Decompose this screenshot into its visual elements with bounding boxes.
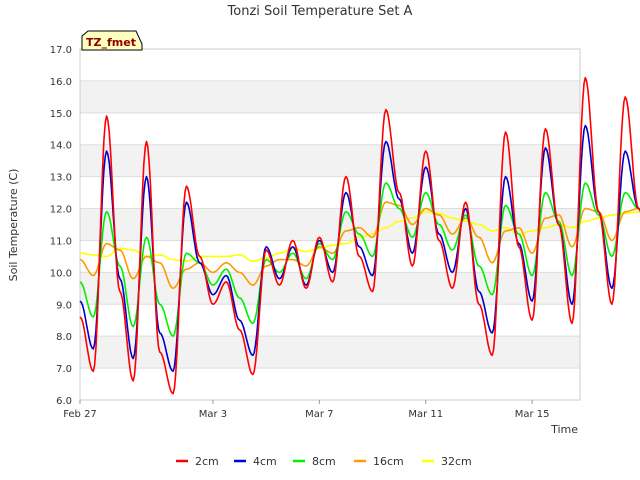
grid-band bbox=[80, 336, 580, 369]
series-line-16cm bbox=[79, 201, 640, 290]
y-tick-label: 9.0 bbox=[56, 300, 72, 311]
x-axis-ticks: Feb 27 Mar 3 Mar 7 Mar 11 Mar 15 bbox=[63, 400, 550, 420]
grid-band bbox=[80, 208, 580, 241]
legend-label-4cm: 4cm bbox=[253, 455, 277, 468]
legend-label-8cm: 8cm bbox=[312, 455, 336, 468]
x-tick-label: Mar 11 bbox=[408, 409, 443, 420]
y-tick-label: 6.0 bbox=[56, 396, 72, 407]
grid-band bbox=[80, 80, 580, 113]
grid-band bbox=[80, 144, 580, 177]
x-tick-label: Mar 3 bbox=[199, 409, 227, 420]
series-lines bbox=[79, 76, 640, 395]
chart-title: Tonzi Soil Temperature Set A bbox=[227, 4, 413, 19]
y-axis-label: Soil Temperature (C) bbox=[7, 169, 20, 282]
x-axis-label: Time bbox=[550, 423, 578, 436]
y-tick-label: 14.0 bbox=[50, 141, 72, 152]
station-badge-label: TZ_fmet bbox=[86, 36, 136, 49]
y-axis-ticks: 6.0 7.0 8.0 9.0 10.0 11.0 12.0 13.0 14.0 15.0 16.0… bbox=[50, 45, 72, 407]
series-line-8cm bbox=[79, 182, 640, 337]
legend-label-2cm: 2cm bbox=[195, 455, 219, 468]
grid-bands bbox=[80, 80, 580, 401]
x-tick-label: Mar 15 bbox=[515, 409, 550, 420]
y-tick-label: 17.0 bbox=[50, 45, 72, 56]
y-tick-label: 15.0 bbox=[50, 109, 72, 120]
y-tick-label: 7.0 bbox=[56, 364, 72, 375]
y-tick-label: 11.0 bbox=[50, 236, 72, 247]
legend: 2cm 4cm 8cm 16cm 32cm bbox=[176, 455, 472, 468]
y-tick-label: 16.0 bbox=[50, 77, 72, 88]
legend-label-16cm: 16cm bbox=[373, 455, 404, 468]
y-tick-label: 13.0 bbox=[50, 173, 72, 184]
legend-label-32cm: 32cm bbox=[441, 455, 472, 468]
x-tick-label: Mar 7 bbox=[305, 409, 333, 420]
station-badge: TZ_fmet bbox=[81, 30, 143, 51]
series-line-2cm bbox=[79, 76, 640, 395]
series-line-4cm bbox=[79, 124, 640, 373]
y-tick-label: 12.0 bbox=[50, 205, 72, 216]
series-line-32cm bbox=[79, 210, 640, 262]
y-tick-label: 8.0 bbox=[56, 332, 72, 343]
y-tick-label: 10.0 bbox=[50, 268, 72, 279]
x-tick-label: Feb 27 bbox=[63, 409, 97, 420]
